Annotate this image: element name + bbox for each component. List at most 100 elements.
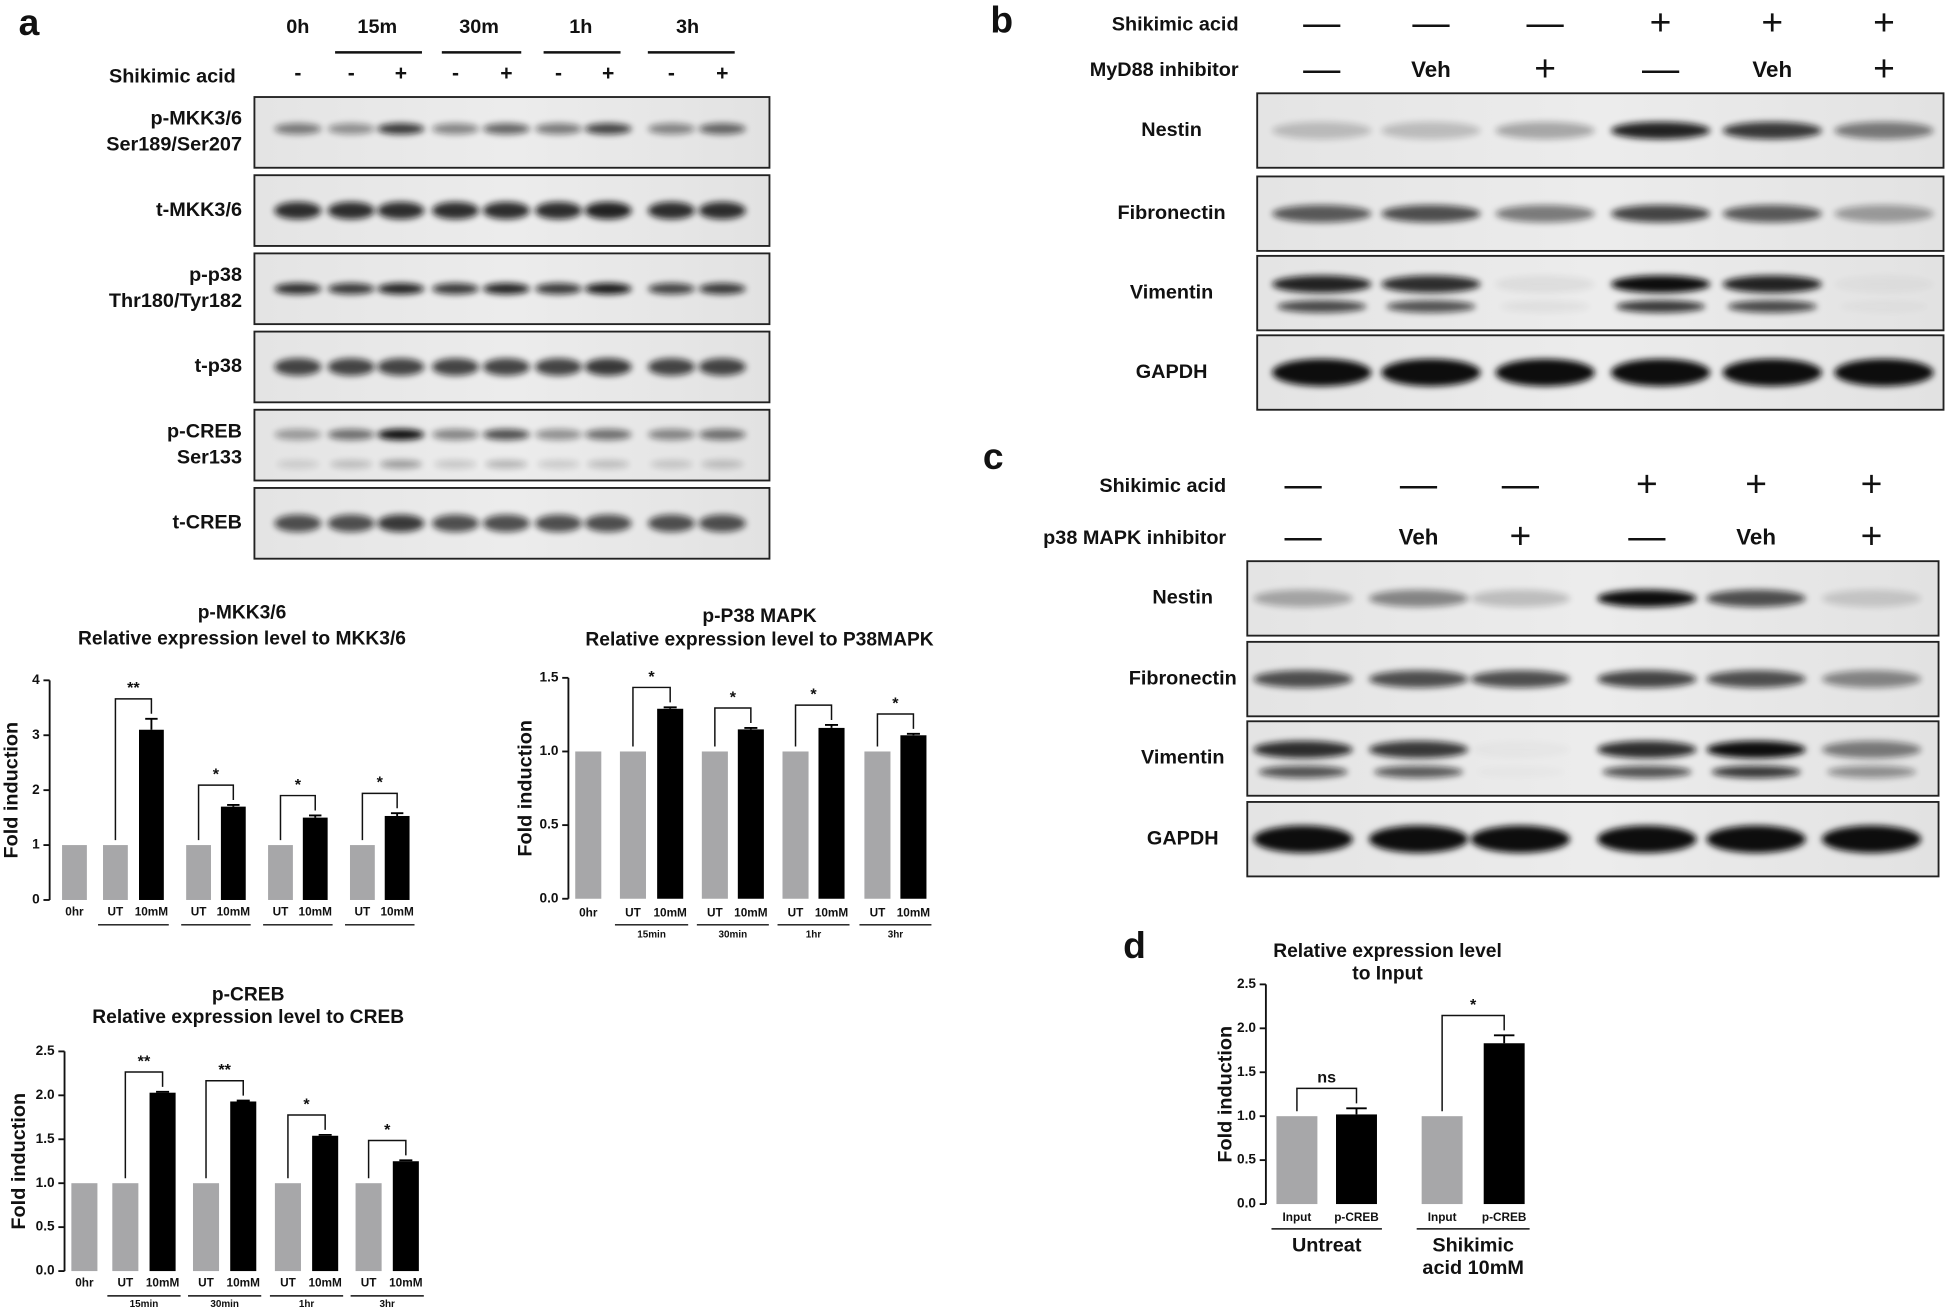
band [1610, 358, 1711, 387]
row-label: GAPDH [1147, 827, 1219, 849]
band [274, 123, 322, 135]
band [431, 514, 480, 533]
group-label: 1hr [299, 1299, 315, 1310]
band [327, 283, 375, 295]
condition-mark: + [1650, 1, 1672, 43]
time-label: 1h [569, 16, 592, 38]
band [698, 514, 746, 533]
condition-mark: + [1873, 47, 1895, 89]
band [377, 283, 425, 295]
blot-membrane [1256, 334, 1945, 411]
row-label: p-MKK3/6 [150, 108, 242, 130]
band [431, 201, 480, 220]
group-label: 15min [637, 929, 666, 940]
y-axis-label: Fold induction [8, 1093, 30, 1230]
band [1839, 300, 1928, 312]
bar [1336, 1114, 1377, 1205]
band [274, 201, 322, 220]
band [1381, 204, 1481, 223]
y-tick-label: 0.0 [540, 890, 559, 905]
band [327, 123, 375, 135]
band [1277, 300, 1367, 313]
band [431, 358, 480, 376]
band [1368, 589, 1469, 608]
treatment-sign: - [452, 62, 459, 85]
band [698, 358, 746, 376]
row-label: t-CREB [173, 512, 242, 534]
treatment-sign: + [716, 62, 728, 85]
y-tick-label: 2.5 [36, 1043, 55, 1058]
band [1368, 670, 1469, 688]
band [434, 459, 477, 469]
treatment-sign: - [668, 62, 675, 85]
band [701, 459, 744, 469]
group-label: 1hr [806, 929, 822, 940]
significance-bracket [1296, 1087, 1358, 1112]
bar [900, 735, 927, 899]
band [1834, 204, 1934, 223]
condition-mark: — [1642, 47, 1680, 89]
row-label: GAPDH [1136, 361, 1208, 383]
significance-label: ns [1317, 1069, 1336, 1087]
band [1711, 765, 1801, 779]
y-tick-label: 1.0 [540, 743, 559, 758]
band [1602, 765, 1692, 779]
bar [818, 727, 845, 899]
bar [139, 729, 164, 900]
error-bar [906, 732, 920, 736]
band [534, 283, 583, 295]
chart-title: p-MKK3/6 [198, 602, 287, 623]
condition-mark: — [1400, 463, 1438, 505]
bar [230, 1101, 257, 1272]
condition-mark: + [1861, 463, 1883, 505]
error-bar [390, 812, 404, 816]
significance-bracket [794, 704, 833, 747]
band [1826, 765, 1917, 779]
significance-label: * [377, 774, 384, 792]
x-tick-label: Input [1428, 1211, 1457, 1224]
y-tick-label: 1.0 [36, 1175, 55, 1190]
bar [192, 1183, 220, 1272]
band [1470, 825, 1570, 853]
band [1706, 825, 1806, 853]
row-label: Vimentin [1141, 747, 1224, 769]
group-label: acid 10mM [1422, 1257, 1523, 1279]
band [482, 201, 530, 220]
error-bar [318, 1133, 332, 1136]
band [1821, 670, 1922, 688]
row-label: Nestin [1152, 587, 1213, 609]
band [698, 428, 746, 441]
band [534, 514, 583, 533]
chart-title: p-P38 MAPK [702, 606, 816, 627]
condition-mark: — [1285, 515, 1323, 557]
y-tick-label: 3 [32, 727, 40, 742]
condition-mark: + [1636, 463, 1658, 505]
x-tick-label: p-CREB [1334, 1211, 1379, 1224]
band [1272, 121, 1372, 140]
error-bar [399, 1159, 413, 1162]
row-label: t-p38 [195, 355, 242, 377]
band [534, 428, 583, 441]
bar [1483, 1043, 1525, 1205]
band [1597, 825, 1697, 853]
band [1821, 825, 1922, 853]
condition-mark: Veh [1399, 525, 1439, 550]
band [650, 459, 693, 469]
y-axis-label: Fold induction [514, 720, 536, 857]
x-tick-label: 0hr [65, 906, 84, 919]
y-tick-label: 1.5 [540, 669, 559, 684]
chart-title: Relative expression level to P38MAPK [585, 630, 933, 651]
band [1722, 275, 1822, 293]
row-label: Ser133 [177, 446, 242, 468]
bar [575, 751, 602, 899]
condition-mark: — [1303, 1, 1341, 43]
band [377, 514, 425, 533]
x-tick-label: UT [788, 907, 805, 920]
condition-mark: Veh [1736, 525, 1776, 550]
x-tick-label: UT [273, 906, 290, 919]
x-tick-label: 10mM [227, 1277, 261, 1290]
condition-mark: + [1509, 515, 1531, 557]
band [584, 283, 632, 295]
condition-mark: — [1412, 1, 1450, 43]
